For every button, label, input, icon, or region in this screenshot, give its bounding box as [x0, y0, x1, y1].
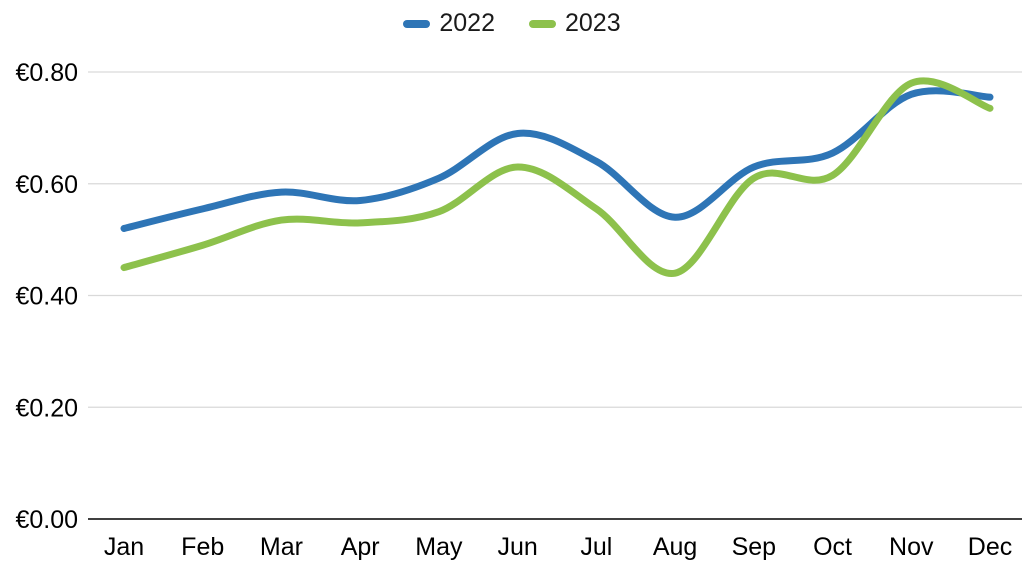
legend-label-2023: 2023 — [565, 9, 621, 37]
series-line-2023[interactable] — [120, 77, 994, 277]
legend-swatch-2023 — [529, 19, 556, 28]
legend-label-2022: 2022 — [439, 9, 495, 37]
legend-item-2023[interactable]: 2023 — [529, 11, 621, 36]
y-tick-label: €0.80 — [15, 59, 78, 87]
y-tick-label: €0.00 — [15, 506, 78, 534]
x-tick-label: Aug — [653, 533, 697, 561]
chart-legend: 2022 2023 — [0, 11, 1024, 36]
x-tick-label: May — [415, 533, 463, 561]
legend-item-2022[interactable]: 2022 — [403, 11, 495, 36]
x-tick-label: Jun — [497, 533, 537, 561]
x-tick-label: Dec — [968, 533, 1012, 561]
x-tick-label: Jan — [104, 533, 144, 561]
x-tick-label: Feb — [181, 533, 224, 561]
x-tick-label: Jul — [580, 533, 612, 561]
series-line-2022[interactable] — [120, 87, 994, 232]
x-tick-label: Mar — [260, 533, 303, 561]
x-tick-label: Sep — [732, 533, 776, 561]
y-tick-label: €0.40 — [15, 283, 78, 311]
x-tick-label: Apr — [341, 533, 380, 561]
y-tick-label: €0.20 — [15, 394, 78, 422]
x-tick-label: Nov — [889, 533, 934, 561]
x-tick-label: Oct — [813, 533, 852, 561]
legend-swatch-2022 — [403, 19, 431, 28]
y-tick-label: €0.60 — [15, 171, 78, 199]
